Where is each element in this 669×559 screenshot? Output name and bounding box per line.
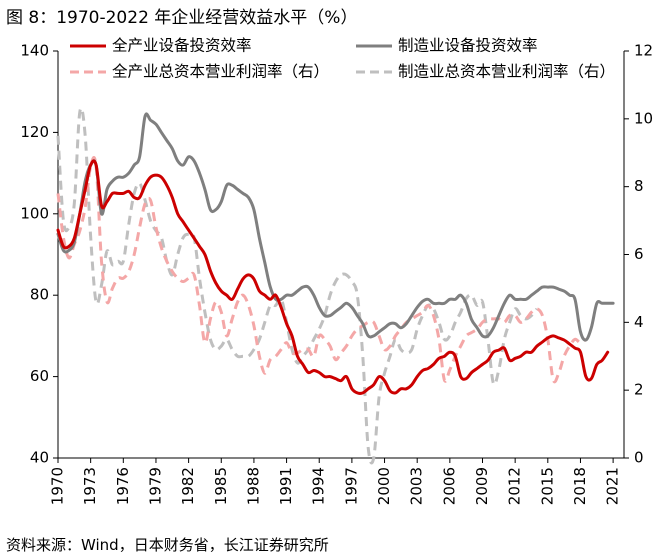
x-tick-label: 2015 [538,467,556,505]
x-tick-label: 1997 [342,467,360,505]
x-tick-label: 2006 [440,467,458,505]
x-tick-label: 1973 [81,467,99,505]
figure-title: 图 8：1970-2022 年企业经营效益水平（%） [6,8,358,28]
legend-label-2: 制造业设备投资效率 [398,37,538,55]
x-tick-label: 1988 [244,467,262,505]
series-line-2 [56,112,615,342]
series-line-4 [56,106,539,465]
x-tick-label: 1994 [310,467,328,505]
x-tick-label: 2009 [473,467,491,505]
y-tick-label: 140 [20,42,49,60]
y-tick-label: 60 [30,367,49,385]
x-tick-label: 2018 [571,467,589,505]
y2-tick-label: 12 [634,42,653,60]
y2-tick-label: 6 [634,245,644,263]
x-tick-label: 1985 [212,467,230,505]
y-tick-label: 100 [20,204,49,222]
y2-tick-label: 4 [634,313,644,331]
y2-tick-label: 8 [634,177,644,195]
x-tick-label: 1979 [146,467,164,505]
legend-label-3: 全产业总资本营业利润率（右） [112,63,329,81]
y2-tick-label: 0 [634,449,644,467]
x-tick-label: 2012 [506,467,524,505]
y-tick-label: 120 [20,123,49,141]
y2-tick-label: 2 [634,381,644,399]
series-line-1 [56,159,610,395]
x-axis-ticks: 1970 1973 1976 1979 1982 1985 1988 1991 1994 1997… [49,458,622,505]
x-tick-label: 2021 [604,467,622,505]
x-tick-label: 1976 [114,467,132,505]
source-note: 资料来源：Wind，日本财务省，长江证券研究所 [6,536,329,554]
x-tick-label: 1970 [49,467,67,505]
y-axis-right-ticks: 0 2 4 6 8 10 12 [624,42,653,467]
y-axis-left-ticks: 40 60 80 100 120 140 [20,42,58,467]
y2-tick-label: 10 [634,109,653,127]
legend-label-1: 全产业设备投资效率 [112,37,252,55]
x-tick-label: 2003 [408,467,426,505]
legend-label-4: 制造业总资本营业利润率（右） [398,63,615,81]
series-layer [56,106,615,465]
axes-frame [57,51,625,459]
x-tick-label: 1982 [179,467,197,505]
y-tick-label: 80 [30,286,49,304]
y-tick-label: 40 [30,449,49,467]
x-tick-label: 1991 [277,467,295,505]
series-line-3 [56,156,587,384]
x-tick-label: 2000 [375,467,393,505]
